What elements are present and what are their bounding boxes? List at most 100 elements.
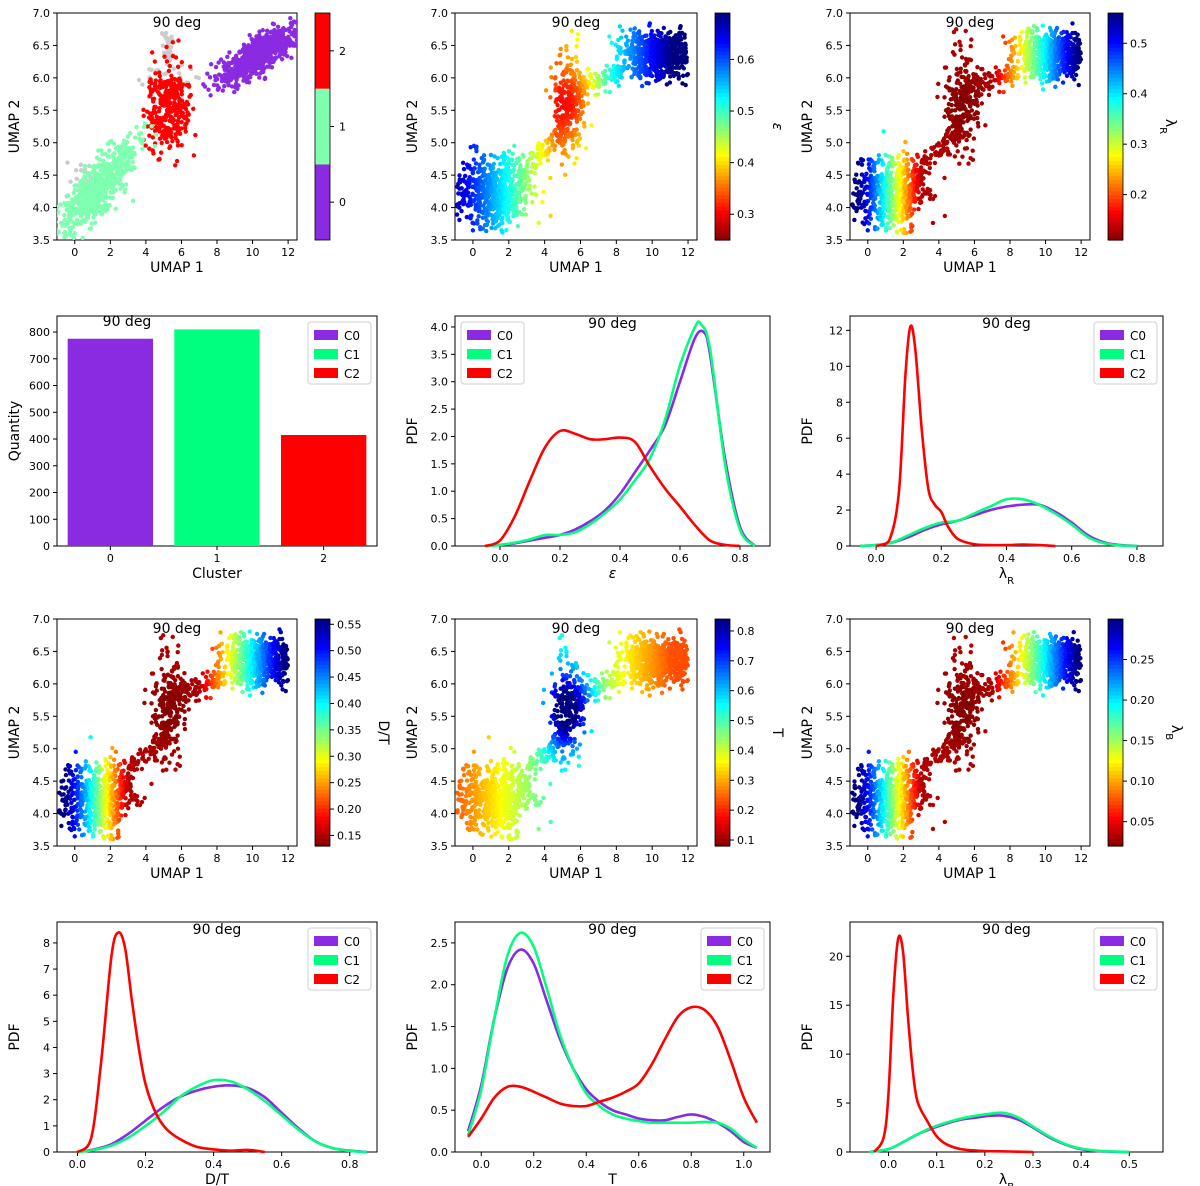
scatter-point-cluster-1 (120, 171, 126, 176)
scatter-point (558, 80, 563, 85)
scatter-point (520, 152, 525, 158)
scatter-point (992, 77, 997, 83)
scatter-point (637, 60, 643, 65)
scatter-point-cluster-unassigned (160, 43, 166, 48)
scatter-point (1069, 74, 1075, 79)
scatter-point (666, 47, 671, 53)
scatter-point (517, 178, 522, 183)
scatter-point (621, 64, 627, 70)
scatter-point-cluster-unassigned (65, 160, 70, 165)
scatter-point (464, 214, 470, 220)
scatter-point (577, 70, 582, 75)
scatter-point-cluster-0 (262, 76, 268, 82)
scatter-point (639, 83, 645, 89)
scatter-point (581, 120, 587, 126)
scatter-point-cluster-0 (298, 27, 302, 31)
scatter-point (494, 198, 500, 203)
scatter-point-cluster-0 (260, 68, 266, 73)
scatter-point-cluster-unassigned (74, 176, 79, 182)
scatter-point (484, 218, 489, 223)
scatter-point-cluster-1 (113, 206, 118, 211)
scatter-point-cluster-1 (72, 183, 77, 188)
scatter-point (902, 183, 908, 189)
scatter-point-cluster-0 (281, 36, 287, 41)
scatter-point (645, 51, 650, 56)
scatter-point-cluster-2 (162, 54, 167, 59)
scatter-point-cluster-1 (53, 252, 57, 256)
scatter-point-cluster-unassigned (167, 56, 173, 62)
scatter-point (511, 162, 517, 168)
scatter-point (571, 71, 577, 77)
scatter-point-cluster-2 (175, 124, 181, 130)
scatter-point (957, 161, 962, 166)
colorbar-step (715, 134, 730, 139)
scatter-point (1031, 46, 1036, 51)
scatter-point (480, 160, 486, 165)
colorbar-step (715, 187, 730, 192)
colorbar-tick-label: 0.3 (737, 208, 755, 221)
scatter-point-cluster-unassigned (165, 40, 170, 45)
colorbar-step (715, 39, 730, 44)
x-tick-label: 12 (1074, 246, 1088, 259)
scatter-point-cluster-0 (285, 53, 290, 59)
scatter-point-cluster-1 (101, 158, 106, 164)
scatter-point-cluster-0 (238, 73, 243, 78)
scatter-point (471, 157, 477, 162)
scatter-point (564, 129, 569, 134)
scatter-point (462, 193, 467, 199)
scatter-point (1056, 35, 1062, 40)
scatter-point (495, 223, 501, 229)
scatter-point (461, 201, 466, 207)
scatter-point-cluster-1 (84, 182, 89, 188)
scatter-point (633, 69, 639, 74)
scatter-point-cluster-0 (271, 59, 276, 65)
scatter-point (967, 132, 972, 138)
scatter-point-cluster-1 (126, 146, 131, 151)
scatter-point (1009, 37, 1015, 43)
scatter-point (516, 156, 521, 161)
colorbar-frame (314, 12, 331, 241)
scatter-point-cluster-0 (232, 84, 237, 89)
scatter-point (628, 27, 633, 32)
scatter-point (553, 82, 558, 87)
scatter-point-cluster-2 (176, 76, 182, 81)
scatter-point-cluster-2 (168, 89, 173, 95)
scatter-point (920, 182, 926, 187)
scatter-point (1026, 26, 1031, 31)
scatter-point (649, 42, 655, 48)
scatter-point (644, 80, 649, 86)
colorbar-tick-label: 0.6 (737, 53, 755, 66)
scatter-point (553, 114, 559, 119)
colorbar-step (715, 190, 730, 196)
scatter-point-cluster-1 (140, 146, 145, 151)
scatter-point (648, 60, 654, 65)
colorbar-step (715, 73, 730, 78)
scatter-point (516, 172, 522, 178)
scatter-point-cluster-2 (188, 92, 193, 98)
scatter-point-cluster-2 (186, 102, 191, 107)
scatter-point (559, 162, 565, 167)
scatter-point (507, 170, 512, 175)
scatter-point (1037, 72, 1042, 78)
scatter-point-cluster-2 (179, 59, 185, 65)
scatter-point (541, 189, 546, 195)
colorbar-step (715, 126, 730, 131)
scatter-point (667, 80, 673, 85)
scatter-point-cluster-0 (298, 40, 302, 44)
scatter-point (923, 191, 929, 196)
scatter-point (495, 155, 500, 161)
scatter-point (1034, 26, 1040, 31)
scatter-point-cluster-0 (279, 32, 285, 38)
scatter-point-cluster-unassigned (162, 72, 167, 77)
scatter-point (963, 69, 969, 75)
scatter-point-cluster-1 (125, 152, 130, 157)
scatter-point (499, 228, 504, 233)
scatter-point (997, 89, 1002, 95)
scatter-point-cluster-2 (172, 100, 177, 105)
scatter-point (581, 74, 586, 80)
x-tick-label: 12 (681, 246, 695, 259)
scatter-point (514, 189, 520, 195)
scatter-point-cluster-2 (157, 91, 162, 97)
scatter-point (962, 62, 968, 67)
scatter-point (457, 186, 462, 191)
